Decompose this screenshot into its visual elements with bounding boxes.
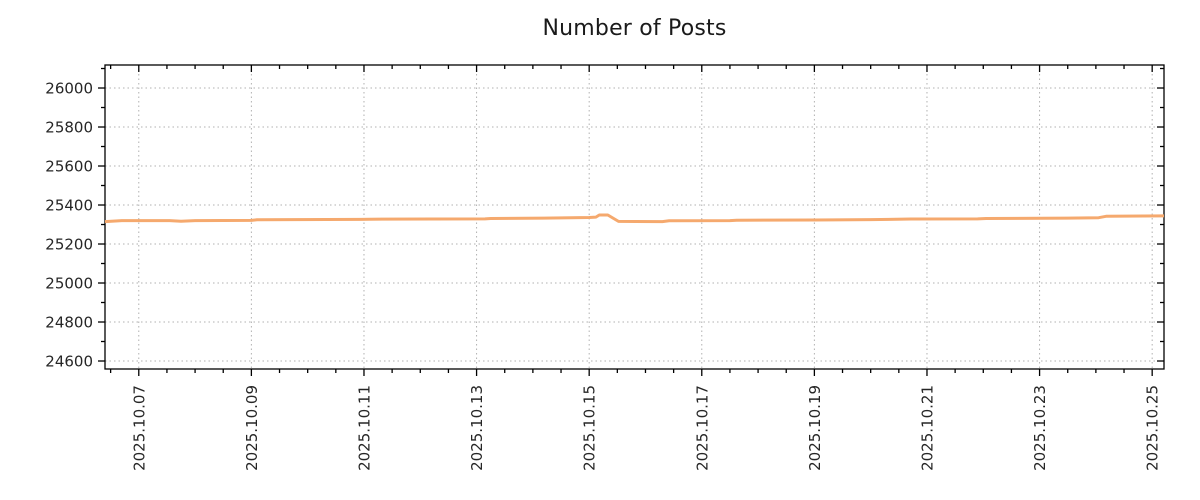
x-tick-label: 2025.10.21 <box>918 385 936 471</box>
x-tick-label: 2025.10.17 <box>693 385 711 471</box>
x-tick-label: 2025.10.07 <box>130 385 148 471</box>
series-line-number-of-posts <box>104 213 1165 224</box>
chart-title: Number of Posts <box>542 16 727 41</box>
y-tick-label: 25600 <box>45 158 93 176</box>
x-tick-label: 2025.10.11 <box>355 385 373 471</box>
y-tick-label: 25000 <box>45 275 93 293</box>
x-tick-label: 2025.10.13 <box>468 385 486 471</box>
x-tick-label: 2025.10.15 <box>581 385 599 471</box>
y-tick-label: 25800 <box>45 119 93 137</box>
x-tick-label: 2025.10.23 <box>1031 385 1049 471</box>
y-tick-label: 24800 <box>45 314 93 332</box>
y-tick-label: 25200 <box>45 236 93 254</box>
y-tick-label: 26000 <box>45 80 93 98</box>
y-tick-label: 25400 <box>45 197 93 215</box>
x-tick-label: 2025.10.25 <box>1144 385 1162 471</box>
x-tick-label: 2025.10.09 <box>243 385 261 471</box>
y-tick-label: 24600 <box>45 353 93 371</box>
x-tick-label: 2025.10.19 <box>806 385 824 471</box>
